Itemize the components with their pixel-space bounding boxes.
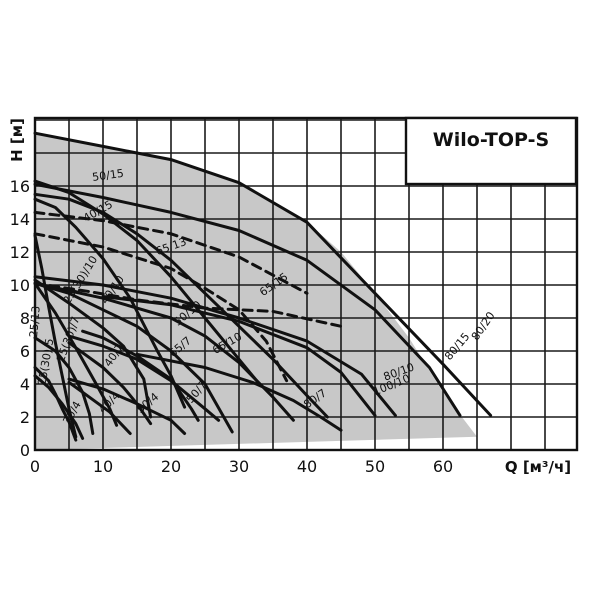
curve-50-10: [33, 281, 234, 434]
curve-50-7: [81, 329, 200, 422]
operating-envelope: [35, 133, 477, 450]
curve-label: 80/20: [469, 309, 498, 342]
y-tick-label: 10: [10, 276, 30, 295]
plot-frame: [33, 116, 579, 452]
x-tick-label: 60: [433, 457, 453, 476]
curve-40-7: [67, 341, 153, 426]
curve-25-30-10: [33, 281, 119, 427]
x-tick-label: 20: [161, 457, 181, 476]
ticks-layer: 0 10 20 30 40 50 60 0 2 4 6 8 10 12 14 16: [10, 177, 454, 476]
curve-65-13: [33, 232, 289, 383]
y-tick-label: 2: [20, 408, 30, 427]
operating-envelope-layer: [35, 133, 477, 450]
y-tick-label: 14: [10, 210, 30, 229]
curve-d1: [33, 210, 309, 295]
curve-65-10: [33, 281, 295, 422]
curve-25-13: [33, 234, 78, 439]
curve-80-20: [33, 131, 493, 417]
x-tick-label: 40: [297, 457, 317, 476]
x-tick-label: 50: [365, 457, 385, 476]
x-tick-label: 30: [229, 457, 249, 476]
curves-layer: [33, 131, 493, 442]
curve-40-10: [33, 278, 153, 419]
chart-title: Wilo-TOP-S: [433, 129, 549, 151]
curve-50-15: [33, 179, 261, 386]
title-box-frame: [404, 116, 578, 186]
curve-25-30-7: [33, 336, 95, 435]
y-tick-label: 4: [20, 375, 30, 394]
curve-d2: [33, 281, 343, 328]
x-axis-title: Q [м³/ч]: [505, 458, 571, 476]
y-tick-label: 8: [20, 309, 30, 328]
curve-40-15: [33, 197, 187, 409]
curve-65-7: [67, 334, 221, 422]
x-tick-label: 0: [30, 457, 40, 476]
y-tick-label: 12: [10, 243, 30, 262]
x-tick-label: 10: [93, 457, 113, 476]
curve-80-10: [33, 275, 397, 417]
curve-80-15: [33, 182, 462, 417]
title-box: Wilo-TOP-S: [404, 116, 578, 186]
y-axis-title: H [м]: [8, 118, 26, 162]
y-tick-label: 6: [20, 342, 30, 361]
y-tick-label: 0: [20, 441, 30, 460]
curve-30-4: [33, 374, 85, 440]
curve-label: 50/15: [91, 167, 124, 184]
y-tick-label: 16: [10, 177, 30, 196]
curve-40-4: [67, 380, 132, 435]
curve-80-7: [135, 352, 343, 432]
